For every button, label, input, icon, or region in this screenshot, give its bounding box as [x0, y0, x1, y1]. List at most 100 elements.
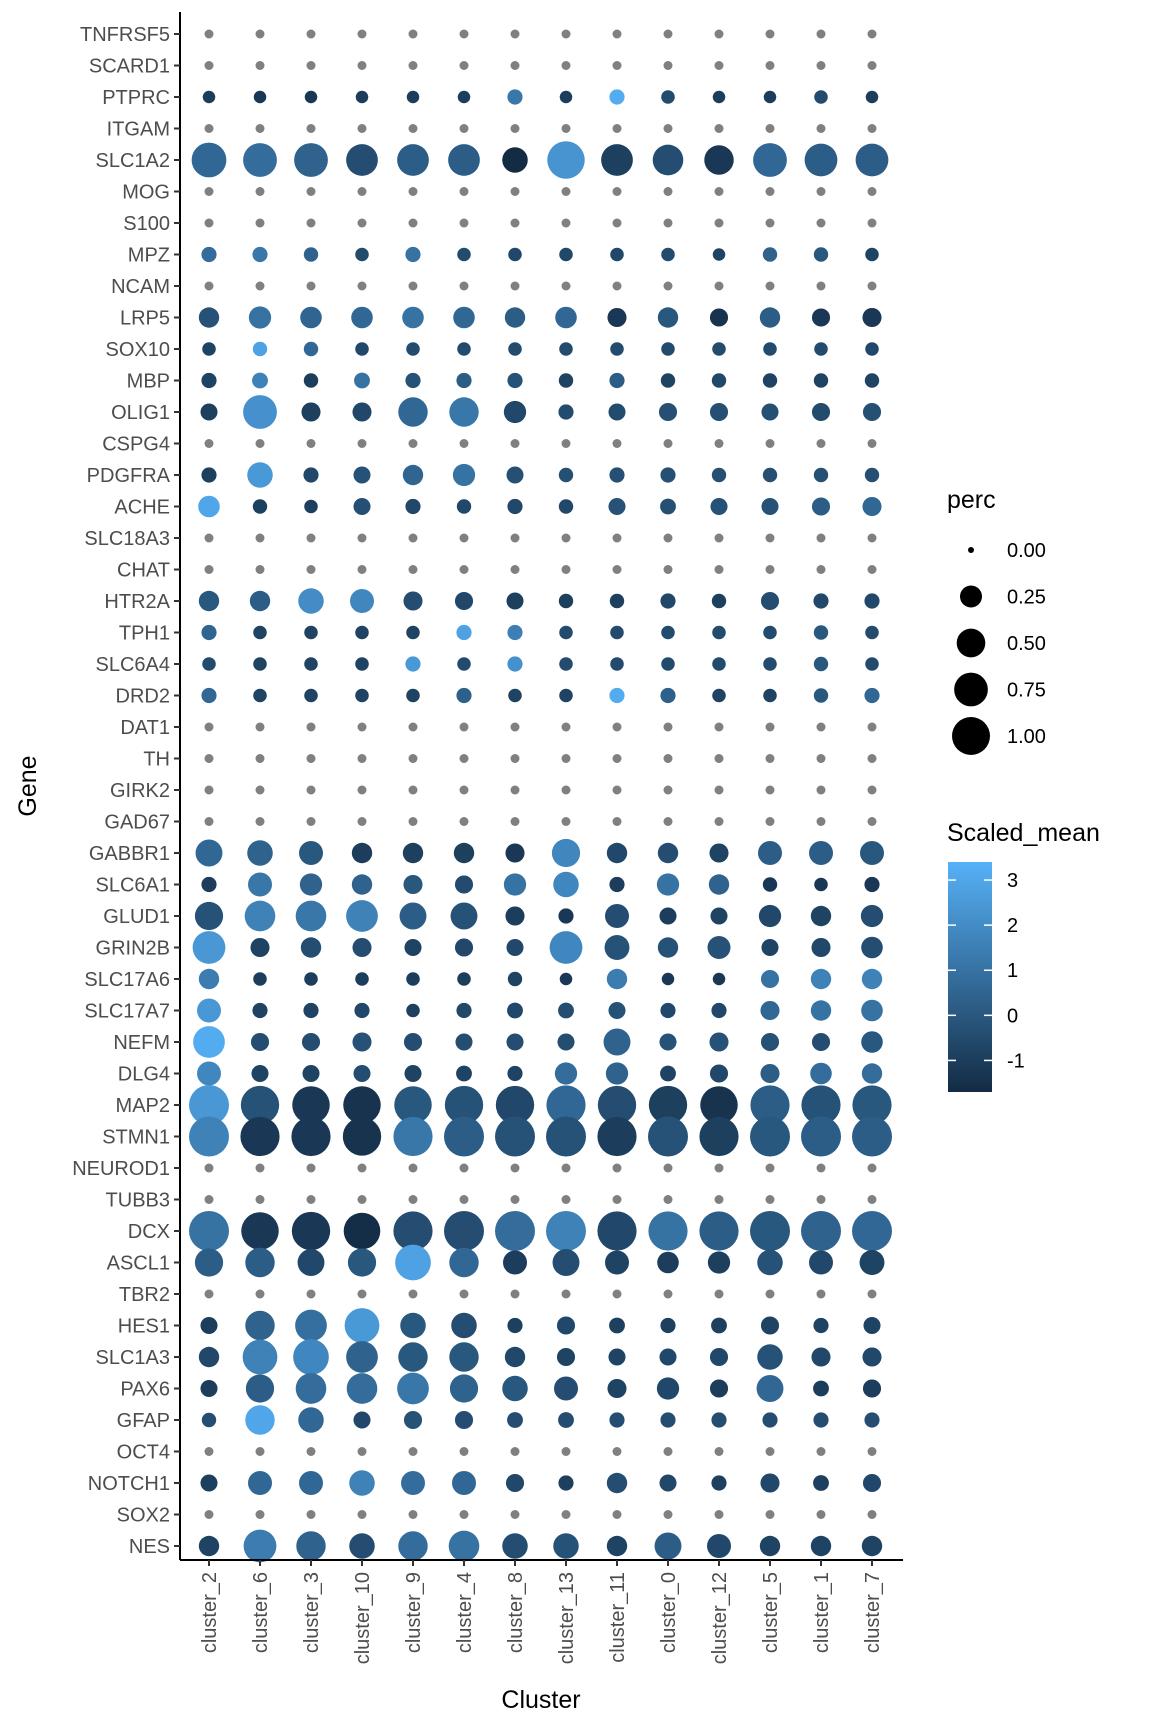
dot-PTPRC-cluster_4	[457, 90, 471, 104]
dot-TUBB3-cluster_1	[816, 1195, 826, 1204]
dot-LRP5-cluster_8	[504, 307, 526, 328]
dot-ITGAM-cluster_2	[204, 124, 214, 133]
dot-ASCL1-cluster_13	[552, 1249, 580, 1276]
dot-S100-cluster_11	[612, 218, 622, 228]
dot-OLIG1-cluster_10	[352, 402, 372, 422]
dot-OCT4-cluster_1	[816, 1447, 826, 1456]
dot-SCARD1-cluster_3	[306, 61, 316, 70]
y-tick-label: SOX10	[106, 339, 170, 361]
dot-GIRK2-cluster_3	[306, 785, 316, 795]
dot-DLG4-cluster_4	[456, 1065, 472, 1082]
dot-DRD2-cluster_1	[813, 688, 829, 703]
dot-GAD67-cluster_3	[306, 817, 316, 826]
y-tick-label: TH	[143, 749, 170, 771]
dot-MPZ-cluster_3	[303, 247, 319, 262]
dot-DLG4-cluster_3	[302, 1064, 320, 1083]
dot-ASCL1-cluster_0	[657, 1251, 679, 1274]
dot-OLIG1-cluster_13	[558, 404, 574, 420]
dot-OLIG1-cluster_5	[761, 403, 779, 421]
dot-SLC18A3-cluster_8	[510, 533, 520, 543]
dot-GABBR1-cluster_4	[453, 842, 475, 864]
dot-PAX6-cluster_2	[200, 1379, 218, 1398]
x-tick-label: cluster_13	[556, 1572, 578, 1664]
dot-LRP5-cluster_9	[402, 306, 424, 329]
dot-PAX6-cluster_5	[756, 1375, 784, 1402]
dot-ASCL1-cluster_10	[347, 1248, 377, 1277]
dot-MAP2-cluster_2	[189, 1085, 229, 1125]
dot-GAD67-cluster_6	[255, 817, 265, 826]
dot-NCAM-cluster_0	[663, 281, 673, 291]
dot-TPH1-cluster_2	[201, 624, 217, 641]
dot-PAX6-cluster_1	[813, 1380, 829, 1397]
dot-TUBB3-cluster_2	[204, 1195, 214, 1204]
dot-SLC6A1-cluster_3	[299, 873, 323, 896]
dot-OLIG1-cluster_3	[301, 402, 321, 422]
y-tick-label: SCARD1	[89, 56, 170, 78]
dot-SLC18A3-cluster_13	[561, 533, 571, 543]
dot-S100-cluster_6	[255, 218, 265, 228]
dot-PAX6-cluster_4	[449, 1374, 479, 1403]
dot-TH-cluster_10	[357, 754, 367, 763]
y-tick-label: PAX6	[120, 1379, 170, 1401]
dot-GRIN2B-cluster_3	[300, 937, 322, 958]
x-tick-label: cluster_8	[505, 1572, 527, 1653]
dot-ACHE-cluster_5	[761, 497, 779, 516]
dot-HTR2A-cluster_0	[660, 593, 676, 609]
dot-TH-cluster_9	[408, 754, 418, 763]
dot-SOX10-cluster_13	[559, 342, 573, 356]
dot-GLUD1-cluster_9	[399, 902, 427, 930]
dot-ACHE-cluster_1	[811, 497, 831, 516]
dot-NES-cluster_4	[448, 1530, 480, 1562]
dot-STMN1-cluster_12	[699, 1116, 739, 1157]
dot-MAP2-cluster_10	[343, 1086, 381, 1124]
dot-SLC17A7-cluster_0	[660, 1002, 676, 1019]
dot-SLC17A7-cluster_8	[507, 1002, 523, 1019]
dot-TBR2-cluster_10	[357, 1289, 367, 1299]
dot-DCX-cluster_8	[495, 1211, 535, 1251]
dot-NEUROD1-cluster_7	[867, 1163, 877, 1173]
dot-CSPG4-cluster_12	[714, 439, 724, 448]
dot-MBP-cluster_0	[660, 373, 676, 388]
dot-TH-cluster_3	[306, 754, 316, 763]
dot-GABBR1-cluster_7	[860, 841, 884, 865]
dot-MPZ-cluster_7	[865, 247, 879, 262]
dot-PDGFRA-cluster_10	[353, 466, 371, 484]
dot-MOG-cluster_4	[459, 187, 469, 196]
dot-NEUROD1-cluster_11	[612, 1163, 622, 1173]
dot-PAX6-cluster_9	[397, 1372, 429, 1405]
dot-SLC1A2-cluster_1	[804, 143, 838, 177]
dot-NEUROD1-cluster_1	[816, 1163, 826, 1173]
dot-GAD67-cluster_5	[765, 817, 775, 826]
dot-GLUD1-cluster_4	[450, 902, 478, 930]
dot-MAP2-cluster_5	[750, 1085, 790, 1125]
dot-SCARD1-cluster_13	[561, 61, 571, 70]
dot-LRP5-cluster_13	[555, 306, 577, 329]
dot-PDGFRA-cluster_11	[609, 467, 625, 483]
dot-PTPRC-cluster_9	[406, 90, 420, 104]
dot-SOX10-cluster_8	[508, 342, 522, 356]
dot-GABBR1-cluster_9	[402, 842, 424, 864]
dot-GRIN2B-cluster_12	[707, 935, 731, 960]
dot-MBP-cluster_10	[354, 372, 370, 389]
dot-CSPG4-cluster_2	[204, 439, 214, 448]
dot-GABBR1-cluster_13	[551, 838, 581, 868]
colorbar-label: 2	[1007, 915, 1018, 937]
dot-NEUROD1-cluster_10	[357, 1163, 367, 1173]
dot-SCARD1-cluster_8	[510, 61, 520, 70]
dot-TPH1-cluster_5	[763, 625, 777, 640]
dot-MOG-cluster_12	[714, 187, 724, 196]
dot-SLC17A6-cluster_11	[606, 968, 628, 990]
dot-SLC1A3-cluster_6	[242, 1339, 278, 1375]
dot-GABBR1-cluster_0	[657, 842, 679, 864]
dot-SLC18A3-cluster_5	[765, 533, 775, 543]
dot-DAT1-cluster_13	[561, 722, 571, 732]
dot-MOG-cluster_3	[306, 187, 316, 196]
dot-SLC6A1-cluster_2	[201, 876, 217, 893]
dot-STMN1-cluster_4	[444, 1116, 484, 1157]
dot-CHAT-cluster_6	[255, 565, 265, 574]
dot-SLC6A4-cluster_6	[253, 657, 267, 671]
x-tick-label: cluster_9	[403, 1572, 425, 1653]
dot-GFAP-cluster_1	[813, 1412, 829, 1428]
dot-NES-cluster_12	[707, 1534, 731, 1558]
x-tick-label: cluster_6	[250, 1572, 272, 1653]
